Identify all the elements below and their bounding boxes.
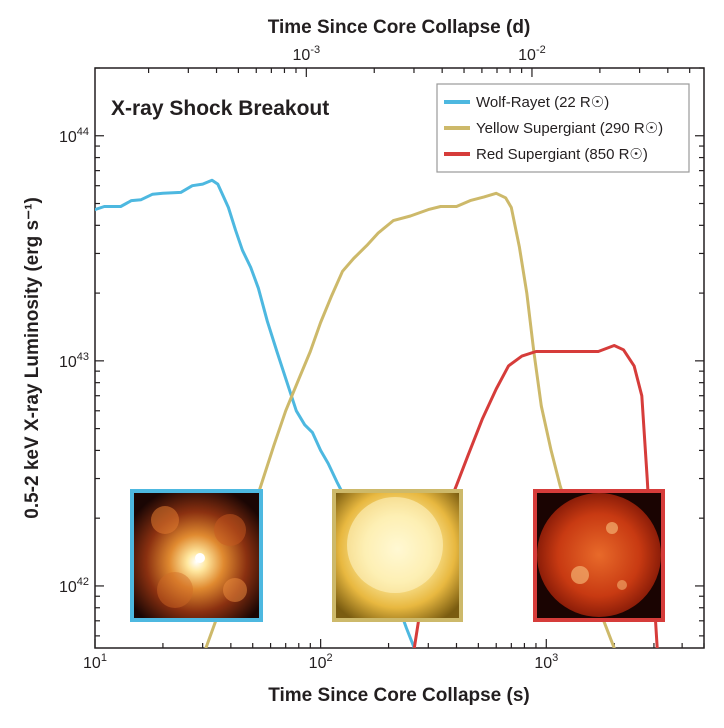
- x2-axis-label: Time Since Core Collapse (d): [268, 17, 531, 38]
- y-tick-label: 1044: [59, 126, 89, 146]
- y-tick-label: 1042: [59, 576, 89, 596]
- legend-label: Red Supergiant (850 R☉): [476, 146, 648, 163]
- legend-box: [436, 83, 690, 173]
- yellow-supergiant-image: [332, 489, 463, 622]
- series-line-1: [204, 191, 616, 648]
- y-tick-label: 1043: [59, 351, 89, 371]
- x-tick-label: 102: [309, 652, 333, 672]
- x-tick-label: 101: [83, 652, 107, 672]
- x2-tick-label: 10-3: [293, 44, 321, 64]
- x-axis-label: Time Since Core Collapse (s): [268, 685, 530, 706]
- legend: Wolf-Rayet (22 R☉) Yellow Supergiant (290…: [436, 83, 690, 173]
- axis-ticks: 101 102 103 10-3 10-2 1042 1043 1044: [59, 44, 705, 672]
- red-supergiant-image: [533, 489, 665, 622]
- x-tick-label: 103: [534, 652, 558, 672]
- x2-tick-label: 10-2: [518, 44, 546, 64]
- legend-label: Wolf-Rayet (22 R☉): [476, 94, 609, 111]
- chart-title: X-ray Shock Breakout: [111, 97, 329, 120]
- y-axis-label: 0.5-2 keV X-ray Luminosity (erg s⁻¹): [22, 197, 43, 519]
- wolf-rayet-image: [130, 489, 263, 622]
- legend-label: Yellow Supergiant (290 R☉): [476, 120, 663, 137]
